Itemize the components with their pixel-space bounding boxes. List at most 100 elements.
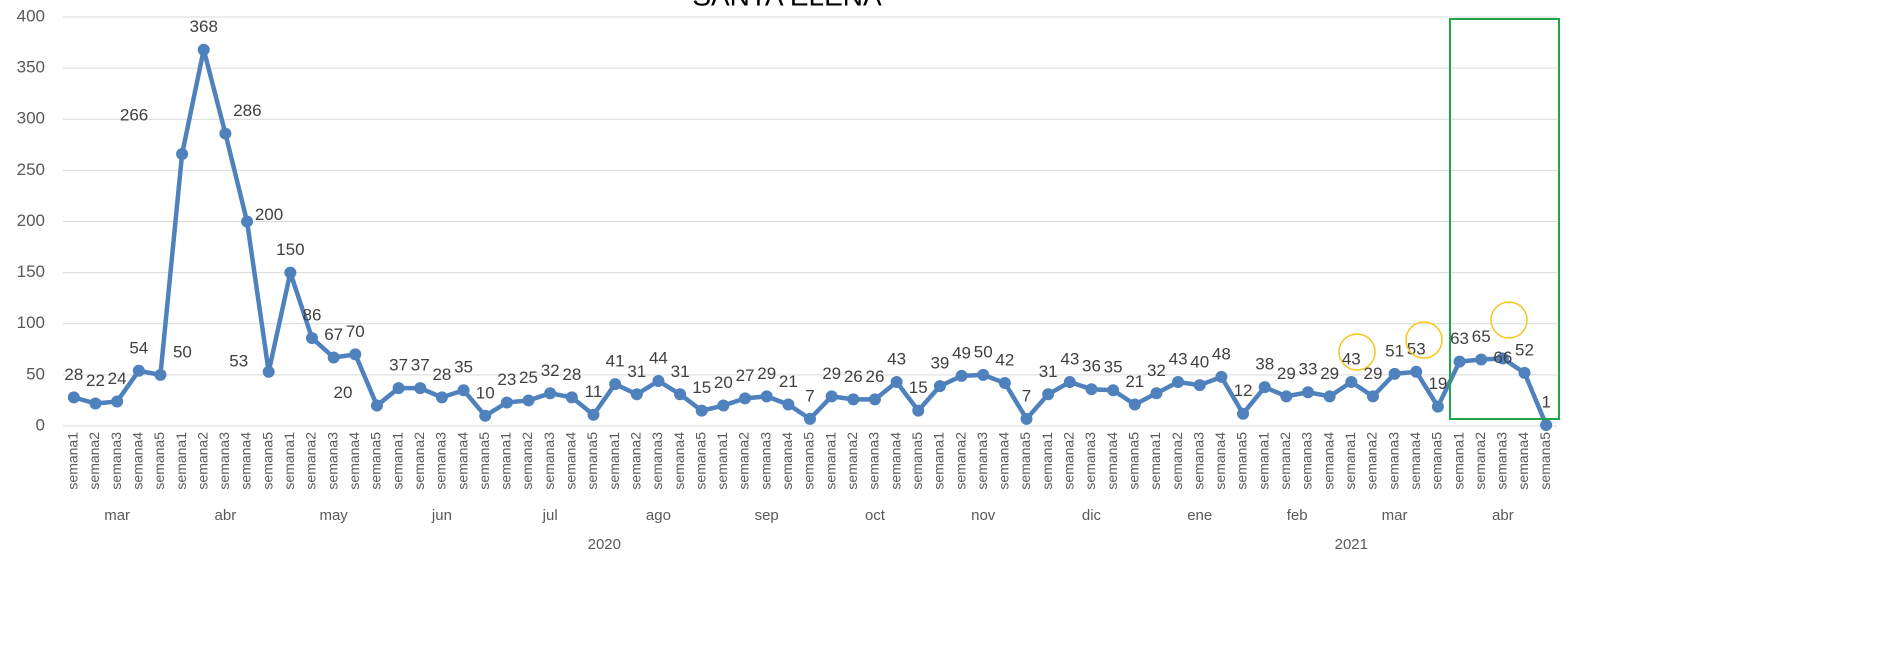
data-point — [1410, 365, 1423, 378]
data-point — [847, 393, 860, 406]
data-label: 37 — [389, 356, 408, 375]
data-label: 43 — [1342, 350, 1361, 369]
month-label: feb — [1287, 507, 1308, 524]
data-label: 26 — [844, 367, 863, 386]
data-point — [241, 215, 254, 228]
x-tick-label: semana1 — [822, 432, 838, 490]
data-label: 48 — [1212, 344, 1231, 363]
data-point — [565, 391, 578, 404]
x-tick-label: semana2 — [303, 432, 319, 490]
data-point — [1020, 412, 1033, 425]
x-tick-label: semana4 — [671, 432, 687, 490]
month-label: ago — [646, 507, 671, 524]
data-label: 28 — [64, 365, 83, 384]
month-label: mar — [104, 507, 130, 524]
data-point — [868, 393, 881, 406]
x-tick-label: semana5 — [368, 432, 384, 490]
data-point — [1323, 390, 1336, 403]
x-tick-label: semana2 — [1364, 432, 1380, 490]
month-label: nov — [971, 507, 996, 524]
data-point — [912, 404, 925, 417]
data-label: 20 — [714, 373, 733, 392]
data-label: 266 — [120, 105, 148, 124]
x-tick-label: semana4 — [238, 432, 254, 490]
data-label: 29 — [822, 364, 841, 383]
y-tick-label: 350 — [17, 58, 45, 77]
data-point — [1518, 366, 1531, 379]
x-tick-label: semana4 — [1212, 432, 1228, 490]
data-label: 37 — [411, 356, 430, 375]
data-point — [457, 384, 470, 397]
data-label: 54 — [129, 338, 148, 357]
x-tick-label: semana4 — [454, 432, 470, 490]
x-tick-label: semana4 — [1407, 432, 1423, 490]
x-tick-label: semana5 — [1234, 432, 1250, 490]
data-label: 49 — [952, 343, 971, 362]
data-point — [1193, 379, 1206, 392]
x-tick-label: semana3 — [108, 432, 124, 490]
data-point — [652, 375, 665, 388]
data-point — [1345, 376, 1358, 389]
data-label: 29 — [1320, 364, 1339, 383]
data-point — [306, 332, 318, 345]
data-label: 35 — [454, 358, 473, 377]
data-point — [674, 388, 687, 401]
x-tick-label: semana4 — [779, 432, 795, 490]
data-label: 43 — [1169, 350, 1188, 369]
data-point — [1302, 386, 1314, 399]
data-point — [955, 369, 968, 382]
data-label: 38 — [1255, 355, 1274, 374]
data-label: 286 — [233, 101, 261, 120]
year-label: 2021 — [1335, 536, 1368, 553]
x-tick-label: semana4 — [996, 432, 1012, 490]
data-label: 32 — [541, 361, 560, 380]
data-point — [1107, 384, 1120, 397]
data-label: 52 — [1515, 340, 1534, 359]
data-label: 29 — [757, 364, 776, 383]
data-label: 33 — [1299, 360, 1318, 379]
data-label: 40 — [1190, 353, 1209, 372]
data-label: 1 — [1541, 392, 1550, 411]
highlight-circle — [1490, 301, 1528, 339]
data-label: 86 — [303, 306, 322, 325]
data-point — [327, 351, 340, 364]
x-tick-label: semana3 — [649, 432, 665, 490]
x-tick-label: semana1 — [1255, 432, 1271, 490]
x-tick-label: semana3 — [1082, 432, 1098, 490]
x-tick-label: semana1 — [606, 432, 622, 490]
y-tick-label: 400 — [17, 6, 45, 25]
x-tick-label: semana4 — [887, 432, 903, 490]
data-label: 20 — [333, 383, 352, 402]
data-point — [630, 388, 643, 401]
x-tick-label: semana1 — [498, 432, 514, 490]
data-label: 27 — [736, 366, 755, 385]
data-label: 35 — [1104, 358, 1123, 377]
data-point — [1540, 418, 1553, 431]
data-label: 24 — [108, 369, 127, 388]
month-label: abr — [1492, 507, 1514, 524]
x-tick-label: semana1 — [65, 432, 81, 490]
x-tick-label: semana5 — [1537, 432, 1553, 490]
x-tick-label: semana3 — [974, 432, 990, 490]
y-tick-label: 200 — [17, 211, 45, 230]
data-label: 39 — [930, 354, 949, 373]
data-point — [1172, 376, 1185, 389]
data-point — [1042, 388, 1055, 401]
data-point — [998, 377, 1011, 390]
data-point — [1258, 381, 1271, 394]
data-point — [782, 398, 795, 411]
data-point — [1388, 367, 1401, 380]
x-tick-label: semana3 — [433, 432, 449, 490]
data-point — [370, 399, 383, 412]
data-label: 25 — [519, 368, 538, 387]
month-label: jun — [431, 507, 452, 524]
x-tick-label: semana4 — [129, 432, 145, 490]
x-tick-label: semana5 — [909, 432, 925, 490]
x-tick-label: semana5 — [476, 432, 492, 490]
x-tick-label: semana3 — [1385, 432, 1401, 490]
x-tick-label: semana2 — [1277, 432, 1293, 490]
data-point — [933, 380, 946, 393]
x-tick-label: semana2 — [736, 432, 752, 490]
data-point — [977, 368, 990, 381]
